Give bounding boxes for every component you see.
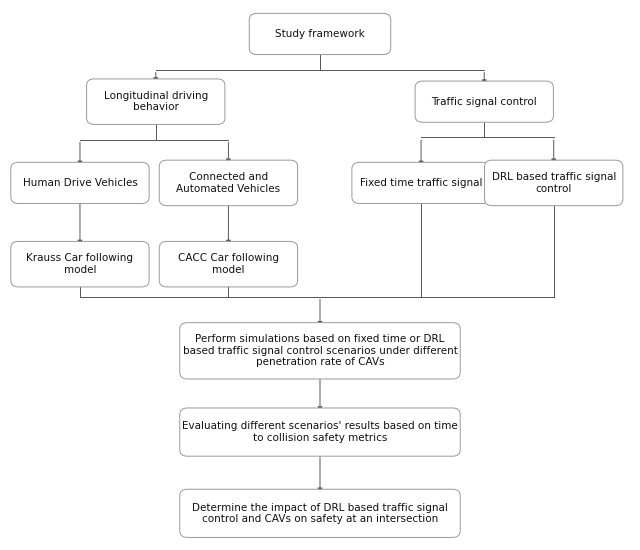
Text: Human Drive Vehicles: Human Drive Vehicles bbox=[22, 178, 138, 188]
FancyBboxPatch shape bbox=[11, 162, 149, 204]
FancyBboxPatch shape bbox=[11, 241, 149, 287]
Text: Determine the impact of DRL based traffic signal
control and CAVs on safety at a: Determine the impact of DRL based traffi… bbox=[192, 503, 448, 524]
FancyBboxPatch shape bbox=[352, 162, 490, 204]
Text: Traffic signal control: Traffic signal control bbox=[431, 97, 537, 107]
FancyBboxPatch shape bbox=[159, 241, 298, 287]
Text: Perform simulations based on fixed time or DRL
based traffic signal control scen: Perform simulations based on fixed time … bbox=[182, 334, 458, 367]
FancyBboxPatch shape bbox=[180, 490, 460, 537]
FancyBboxPatch shape bbox=[415, 81, 554, 122]
Text: Connected and
Automated Vehicles: Connected and Automated Vehicles bbox=[177, 172, 280, 194]
FancyBboxPatch shape bbox=[86, 79, 225, 124]
Text: DRL based traffic signal
control: DRL based traffic signal control bbox=[492, 172, 616, 194]
Text: Longitudinal driving
behavior: Longitudinal driving behavior bbox=[104, 91, 208, 112]
FancyBboxPatch shape bbox=[484, 160, 623, 206]
FancyBboxPatch shape bbox=[180, 323, 460, 379]
Text: CACC Car following
model: CACC Car following model bbox=[178, 254, 279, 275]
FancyBboxPatch shape bbox=[180, 408, 460, 456]
Text: Study framework: Study framework bbox=[275, 29, 365, 39]
Text: Evaluating different scenarios' results based on time
to collision safety metric: Evaluating different scenarios' results … bbox=[182, 421, 458, 443]
FancyBboxPatch shape bbox=[249, 13, 391, 54]
Text: Krauss Car following
model: Krauss Car following model bbox=[26, 254, 134, 275]
FancyBboxPatch shape bbox=[159, 160, 298, 206]
Text: Fixed time traffic signal: Fixed time traffic signal bbox=[360, 178, 483, 188]
